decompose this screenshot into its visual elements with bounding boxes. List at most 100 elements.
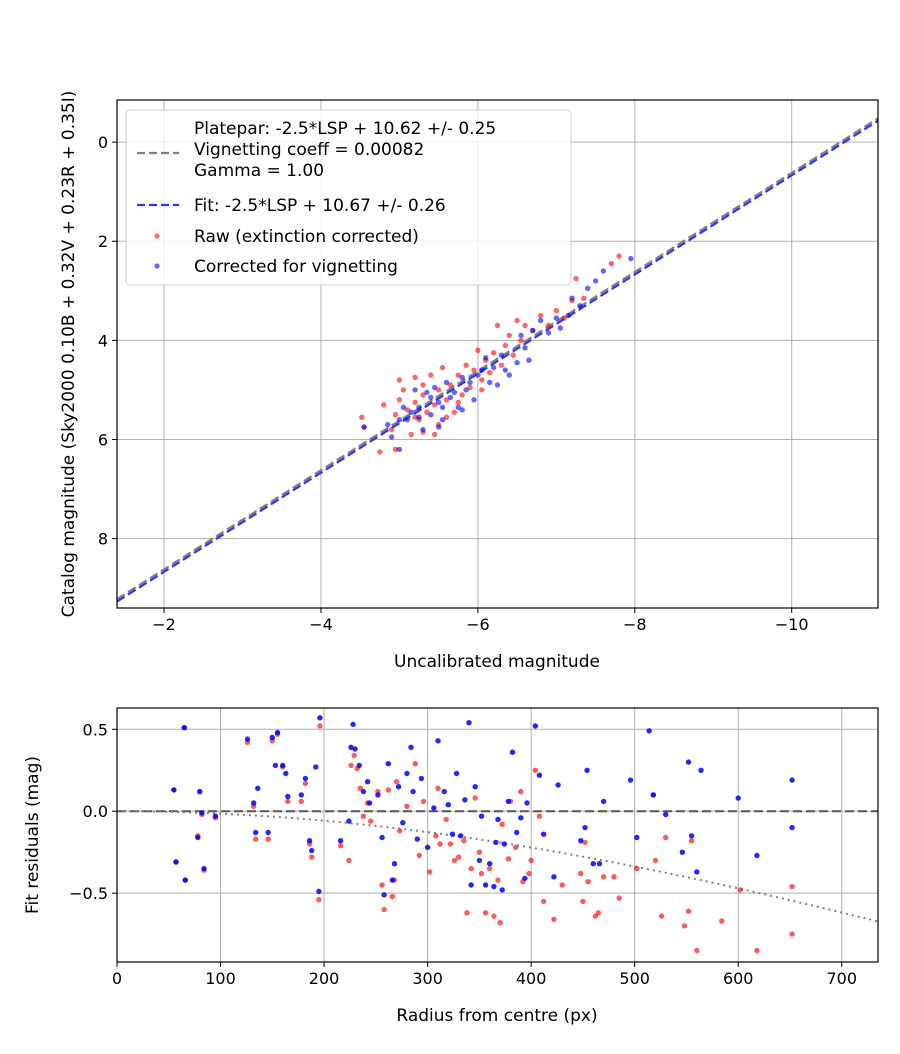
corrected-point	[404, 417, 410, 423]
corrected-point	[360, 788, 367, 795]
corrected-point	[265, 829, 271, 836]
raw-point	[455, 399, 461, 405]
corrected-point	[482, 882, 489, 888]
raw-point	[502, 342, 508, 348]
corrected-point	[375, 792, 381, 798]
corrected-point	[483, 355, 489, 361]
raw-point	[475, 347, 481, 353]
raw-point	[754, 947, 760, 954]
corrected-point	[467, 379, 473, 386]
raw-point	[506, 332, 512, 339]
corrected-point	[309, 847, 315, 854]
raw-point	[427, 869, 433, 875]
corrected-point	[302, 775, 309, 782]
corrected-point	[502, 367, 508, 373]
raw-point	[471, 367, 477, 373]
y-tick-label: 0	[98, 133, 108, 152]
raw-point	[400, 387, 407, 393]
top-y-axis-label: Catalog magnitude (Sky2000 0.10B + 0.32V…	[59, 91, 79, 618]
corrected-point	[468, 882, 474, 888]
corrected-point	[532, 723, 538, 729]
raw-point	[634, 865, 640, 872]
top-legend: Platepar: -2.5*LSP + 10.62 +/- 0.25 Vigne…	[125, 109, 572, 286]
corrected-point	[458, 833, 464, 839]
raw-point	[309, 854, 315, 860]
top-plot-frame	[116, 99, 879, 609]
raw-point	[719, 918, 725, 924]
raw-point	[491, 913, 497, 919]
legend-corrected-label: Corrected for vignetting	[194, 257, 398, 277]
y-tick-label: −0.5	[69, 884, 108, 903]
raw-point	[381, 402, 387, 408]
raw-point	[443, 816, 449, 823]
raw-point	[432, 402, 438, 408]
corrected-point	[404, 770, 410, 777]
corrected-point	[650, 792, 656, 798]
raw-point	[348, 762, 354, 769]
corrected-point	[274, 729, 281, 736]
raw-point	[447, 382, 454, 388]
raw-point	[351, 752, 357, 759]
corrected-point	[462, 797, 468, 803]
raw-point	[420, 798, 427, 805]
bottom-chart: 0 100 200 300 400 500 600 700 0.5 0.0 −0.5 Radius…	[23, 707, 879, 1026]
raw-point	[467, 384, 473, 391]
corrected-point	[459, 407, 465, 413]
raw-point	[512, 844, 519, 850]
corrected-point	[646, 728, 652, 734]
raw-point	[498, 362, 505, 368]
corrected-point	[735, 795, 741, 801]
raw-point	[346, 857, 352, 864]
x-tick-label: −6	[466, 615, 490, 634]
bottom-plot-frame	[116, 707, 879, 963]
legend-raw-marker	[154, 233, 160, 239]
raw-point	[404, 803, 410, 809]
corrected-point	[385, 421, 391, 428]
corrected-point	[577, 303, 583, 309]
corrected-point	[479, 367, 485, 373]
corrected-point	[518, 815, 524, 821]
corrected-point	[596, 861, 603, 867]
corrected-point	[255, 785, 261, 791]
corrected-point	[439, 404, 446, 410]
raw-point	[536, 813, 543, 819]
bottom-scatter-points	[171, 715, 795, 954]
legend-corrected-marker	[154, 263, 160, 269]
corrected-point	[171, 787, 177, 793]
y-tick-label: 6	[98, 430, 108, 449]
corrected-point	[499, 887, 505, 893]
raw-point	[494, 322, 501, 329]
corrected-point	[316, 888, 322, 895]
raw-point	[578, 870, 584, 877]
x-tick-label: 0	[112, 969, 122, 988]
x-tick-label: 500	[619, 969, 650, 988]
corrected-point	[418, 775, 425, 782]
raw-point	[451, 857, 458, 864]
raw-point	[396, 397, 403, 403]
raw-point	[337, 843, 344, 849]
x-tick-label: 300	[412, 969, 443, 988]
raw-point	[580, 898, 586, 905]
raw-point	[463, 362, 469, 368]
corrected-point	[424, 844, 431, 850]
x-tick-label: 400	[516, 969, 547, 988]
raw-point	[688, 838, 695, 844]
raw-point	[437, 841, 443, 847]
corrected-point	[557, 325, 563, 331]
x-tick-label: −8	[623, 615, 647, 634]
corrected-point	[582, 824, 588, 831]
corrected-point	[498, 352, 505, 358]
corrected-point	[447, 394, 454, 401]
corrected-point	[449, 831, 456, 837]
raw-point	[298, 798, 304, 805]
raw-point	[388, 426, 395, 433]
corrected-point	[244, 736, 251, 742]
raw-point	[789, 883, 795, 890]
corrected-point	[663, 811, 669, 818]
corrected-point	[585, 285, 591, 291]
corrected-point	[396, 417, 403, 423]
bottom-x-axis-label: Radius from centre (px)	[396, 1006, 597, 1026]
corrected-point	[495, 816, 501, 823]
